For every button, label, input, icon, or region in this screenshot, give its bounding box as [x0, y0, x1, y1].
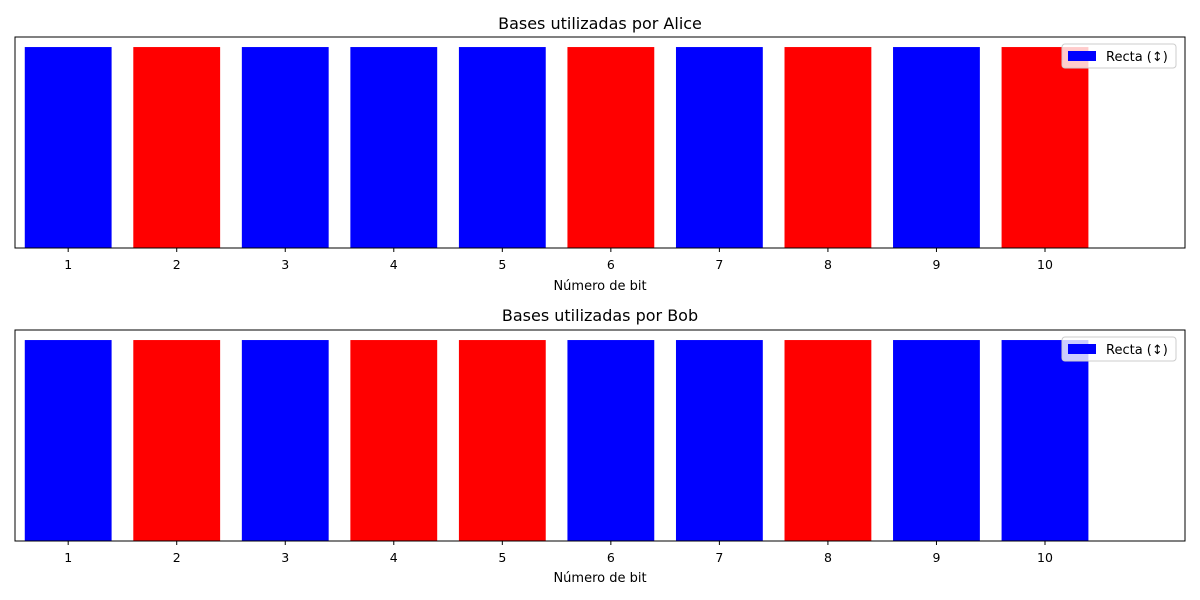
- bar-1: [24, 340, 112, 541]
- bar-6: [567, 47, 655, 248]
- x-axis-label: Número de bit: [553, 279, 646, 294]
- x-tick-label: 6: [607, 550, 615, 565]
- x-axis-label: Número de bit: [553, 571, 646, 586]
- plot-frame: [14, 36, 1186, 249]
- x-tick-label: 2: [173, 550, 181, 565]
- bar-1: [24, 47, 112, 248]
- x-tick-label: 2: [173, 257, 181, 272]
- x-tick-label: 8: [824, 257, 832, 272]
- subplot-bob: Bases utilizadas por Bob 1 2 3 4 5 6 7 8 9 10 Núm…: [14, 306, 1186, 586]
- legend: Recta (↕): [1061, 336, 1177, 362]
- x-tick-label: 3: [281, 257, 289, 272]
- bar-4: [350, 47, 438, 248]
- x-tick-label: 5: [498, 550, 506, 565]
- x-tick-label: 10: [1037, 257, 1053, 272]
- bar-9: [893, 47, 980, 248]
- bar-4: [350, 340, 438, 541]
- legend-box: [1061, 43, 1177, 69]
- bar-5: [458, 340, 546, 541]
- chart-title: Bases utilizadas por Alice: [498, 14, 702, 33]
- x-axis-ticks: 1 2 3 4 5 6 7 8 9 10: [64, 541, 1053, 565]
- bar-group: [24, 47, 1089, 248]
- chart-title: Bases utilizadas por Bob: [502, 306, 698, 325]
- x-tick-label: 3: [281, 550, 289, 565]
- legend: Recta (↕): [1061, 43, 1177, 69]
- bar-group: [24, 340, 1089, 541]
- x-tick-label: 7: [715, 550, 723, 565]
- x-tick-label: 5: [498, 257, 506, 272]
- x-tick-label: 4: [390, 257, 398, 272]
- legend-label: Recta (↕): [1106, 50, 1168, 65]
- x-tick-label: 1: [64, 550, 72, 565]
- bar-8: [784, 47, 872, 248]
- legend-label: Recta (↕): [1106, 343, 1168, 358]
- x-tick-label: 9: [932, 257, 940, 272]
- x-tick-label: 4: [390, 550, 398, 565]
- legend-swatch: [1068, 51, 1096, 61]
- x-tick-label: 10: [1037, 550, 1053, 565]
- bar-10: [1001, 47, 1089, 248]
- subplot-alice: Bases utilizadas por Alice 1 2 3 4 5 6 7 8 9 10 N…: [14, 14, 1186, 294]
- bar-10: [1001, 340, 1089, 541]
- bar-6: [567, 340, 655, 541]
- bar-9: [893, 340, 980, 541]
- bar-8: [784, 340, 872, 541]
- bar-3: [241, 340, 329, 541]
- x-tick-label: 9: [932, 550, 940, 565]
- x-tick-label: 6: [607, 257, 615, 272]
- plot-frame: [14, 329, 1186, 542]
- bar-5: [458, 47, 546, 248]
- legend-box: [1061, 336, 1177, 362]
- x-tick-label: 1: [64, 257, 72, 272]
- x-axis-ticks: 1 2 3 4 5 6 7 8 9 10: [64, 248, 1053, 272]
- x-tick-label: 8: [824, 550, 832, 565]
- legend-swatch: [1068, 344, 1096, 354]
- bar-3: [241, 47, 329, 248]
- bar-2: [133, 47, 221, 248]
- bar-7: [675, 47, 763, 248]
- bar-7: [675, 340, 763, 541]
- bar-2: [133, 340, 221, 541]
- x-tick-label: 7: [715, 257, 723, 272]
